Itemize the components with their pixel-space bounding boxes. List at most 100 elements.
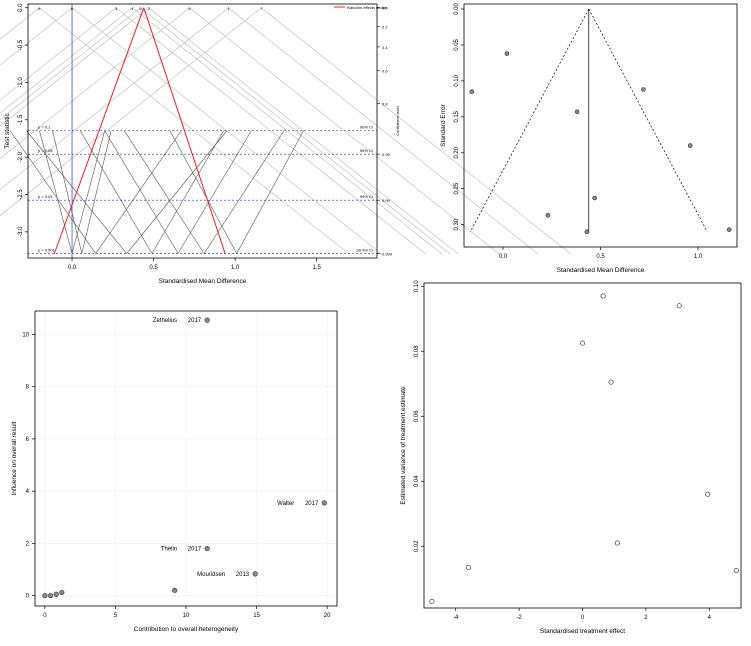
y-tick-label: 0.06	[414, 410, 420, 422]
study-point	[53, 591, 59, 597]
p-value-label: p = 0.001	[38, 248, 56, 253]
y-tick-label: -2.0	[18, 151, 24, 162]
study-number-label: 1	[227, 6, 230, 11]
x-tick-label: -2	[516, 615, 522, 621]
study-number-label: 6	[71, 6, 74, 11]
p-value-label: p = 0.01	[38, 194, 53, 199]
y-tick-label: 10	[22, 332, 29, 338]
study-ray-left	[0, 7, 133, 114]
study-point	[600, 293, 606, 299]
conf-tick-label: 0.8	[382, 102, 388, 107]
study-number-label: 8	[38, 6, 41, 11]
study-point	[504, 51, 510, 56]
random-effects-right	[143, 7, 226, 255]
study-name-label: Thelin	[161, 547, 177, 553]
legend-label: Random effects model	[347, 5, 387, 10]
study-point	[687, 143, 693, 148]
y-axis-title: Standard Error	[440, 103, 447, 146]
y-tick-label: 4	[26, 489, 30, 495]
conf-tick-label: 0.999	[382, 252, 393, 257]
y-tick-label: 0	[26, 594, 30, 600]
study-number-label: 5	[139, 6, 142, 11]
study-point	[592, 195, 597, 201]
y-tick-label: 0.15	[454, 110, 460, 122]
y-tick-label: 8	[26, 385, 30, 391]
study-number-label: 9	[188, 6, 191, 11]
study-ray-right	[140, 7, 451, 255]
study-number-label: 7	[260, 6, 263, 11]
study-point	[584, 229, 590, 235]
y-tick-label: -0.5	[18, 39, 24, 50]
study-ray-left	[0, 7, 117, 101]
x-tick-label: 0.5	[596, 254, 605, 260]
study-point	[321, 500, 327, 506]
x-tick-label: 0.5	[149, 265, 158, 271]
study-year-label: 2017	[305, 501, 319, 507]
y-tick-label: 0.20	[454, 146, 460, 158]
study-point	[614, 540, 620, 546]
study-point	[172, 587, 178, 593]
study-ci-line	[39, 130, 73, 254]
study-ci-line	[169, 130, 238, 254]
y-tick-label: 0.05	[454, 38, 460, 50]
study-point	[676, 303, 682, 309]
study-ray-right	[39, 7, 350, 255]
study-ray-left	[0, 7, 73, 66]
study-ray-right	[132, 7, 443, 255]
x-tick-label: 5	[114, 613, 118, 619]
plot-frame	[27, 3, 378, 259]
study-ci-line	[52, 130, 83, 254]
study-ci-line	[151, 130, 224, 254]
study-ray-left	[0, 7, 262, 216]
study-ray-right	[261, 7, 572, 255]
ci-label: 95% CI	[360, 148, 373, 153]
x-axis-title: Standardised Mean Difference	[557, 267, 645, 274]
study-point	[204, 545, 210, 552]
y-tick-label: 6	[26, 437, 30, 443]
study-ci-line	[104, 130, 179, 254]
study-point	[579, 340, 586, 346]
y-tick-label: 0.0	[18, 3, 24, 12]
study-ci-line	[236, 130, 304, 254]
galbraith-confidence-plot: p = 0.1 90% CI p = 0.05 95% CI p = 0.01 99% C…	[0, 3, 572, 285]
y-tick-label: -1.0	[18, 77, 24, 88]
study-point	[469, 89, 475, 94]
x-tick-label: 0.0	[499, 254, 508, 260]
y-axis-title: Estimated variance of treatment estimate	[400, 386, 407, 505]
study-ray-right	[115, 7, 427, 255]
y-tick-label: 0.04	[414, 475, 420, 487]
x-tick-label: 1.0	[694, 254, 703, 260]
study-ci-line	[9, 130, 96, 254]
y-tick-label: 2	[26, 541, 30, 547]
study-point	[59, 589, 65, 596]
x-tick-label: 20	[324, 613, 331, 619]
study-ci-line	[123, 130, 205, 254]
study-number-label: 2	[148, 6, 151, 11]
study-point	[733, 568, 739, 574]
plot-frame	[423, 282, 742, 609]
baujat-plot: 2017 Zethelius 2017 Walter 2017 Thelin 2013 Mou…	[11, 310, 338, 633]
treatment-effect-plot: -4 -2 0 2 4 0.02 0.04 0.06 0.08 0.10 Standardised …	[400, 280, 742, 635]
funnel-left	[470, 8, 590, 232]
x-tick-label: 0.0	[68, 265, 77, 271]
study-point	[726, 227, 732, 232]
x-axis-title: Standardised treatment effect	[540, 628, 625, 635]
study-ray-left	[0, 7, 149, 127]
y-tick-label: 0.00	[454, 3, 460, 15]
y-tick-label: 0.02	[414, 540, 420, 552]
funnel-right	[588, 8, 708, 232]
ci-label: 99% CI	[360, 194, 373, 199]
study-ray-right	[189, 7, 500, 255]
y-tick-label: 0.10	[454, 74, 460, 86]
study-point	[204, 317, 210, 323]
study-ray-left	[0, 7, 141, 120]
study-point	[42, 592, 48, 599]
p-value-label: p = 0.05	[38, 148, 53, 153]
y-tick-label: 0.30	[454, 218, 460, 230]
study-point	[641, 87, 646, 92]
study-ci-line	[177, 130, 252, 254]
x-tick-label: 4	[708, 615, 712, 621]
ci-label: 90% CI	[360, 125, 373, 130]
study-point	[545, 212, 551, 218]
